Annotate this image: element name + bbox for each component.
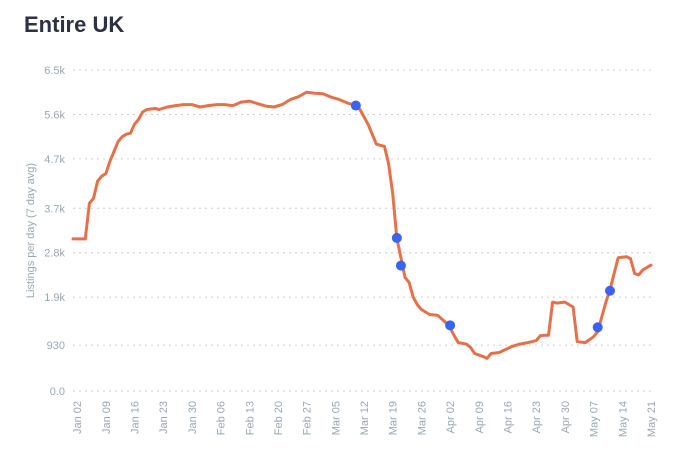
x-tick-label: Mar 26	[416, 401, 428, 435]
grid-lines	[73, 69, 651, 392]
y-tick-label: 1.9k	[44, 292, 65, 304]
event-marker[interactable]	[350, 100, 361, 111]
listings-line	[71, 90, 653, 360]
x-tick-label: Apr 09	[474, 401, 486, 433]
event-marker[interactable]	[395, 260, 406, 271]
x-tick-label: Feb 27	[302, 401, 314, 435]
y-tick-label: 0.0	[50, 386, 65, 398]
event-marker[interactable]	[445, 320, 456, 331]
x-tick-label: Apr 16	[503, 401, 515, 433]
y-tick-label: 5.6k	[44, 109, 65, 121]
x-tick-label: Mar 19	[388, 401, 400, 435]
x-tick-labels: Jan 02 Jan 09 Jan 16 Jan 23 Jan 30 Feb 06 Feb …	[72, 401, 658, 437]
event-marker[interactable]	[605, 285, 616, 296]
y-tick-labels: 0.0 930 1.9k 2.8k 3.7k 4.7k 5.6k 6.5k	[44, 65, 65, 398]
x-tick-label: Apr 30	[560, 401, 572, 433]
x-tick-label: May 21	[646, 401, 658, 437]
event-marker[interactable]	[391, 232, 402, 243]
y-tick-label: 930	[47, 340, 65, 352]
x-tick-label: Jan 02	[72, 401, 84, 434]
y-tick-label: 2.8k	[44, 248, 65, 260]
x-tick-label: Feb 13	[244, 401, 256, 435]
x-tick-label: Jan 09	[101, 401, 113, 434]
x-tick-label: Feb 06	[216, 401, 228, 435]
x-tick-label: Jan 30	[187, 401, 199, 434]
x-tick-label: Apr 23	[531, 401, 543, 433]
y-axis-label: Listings per day (7 day avg)	[25, 163, 37, 298]
x-tick-label: Mar 12	[359, 401, 371, 435]
x-tick-label: May 14	[617, 401, 629, 437]
event-marker[interactable]	[592, 322, 603, 333]
x-tick-label: Mar 05	[330, 401, 342, 435]
y-tick-label: 3.7k	[44, 203, 65, 215]
x-tick-label: May 07	[589, 401, 601, 437]
event-markers	[350, 100, 616, 333]
y-tick-label: 6.5k	[44, 65, 65, 77]
x-tick-label: Feb 20	[273, 401, 285, 435]
series-line	[71, 90, 653, 360]
x-tick-label: Jan 23	[158, 401, 170, 434]
chart-title: Entire UK	[24, 12, 125, 37]
x-tick-label: Apr 02	[445, 401, 457, 433]
y-tick-label: 4.7k	[44, 154, 65, 166]
x-tick-label: Jan 16	[129, 401, 141, 434]
